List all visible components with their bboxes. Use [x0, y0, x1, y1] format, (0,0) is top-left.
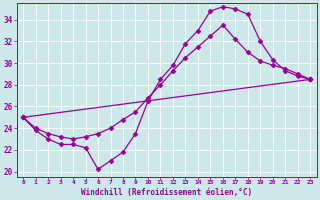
X-axis label: Windchill (Refroidissement éolien,°C): Windchill (Refroidissement éolien,°C) [81, 188, 252, 197]
